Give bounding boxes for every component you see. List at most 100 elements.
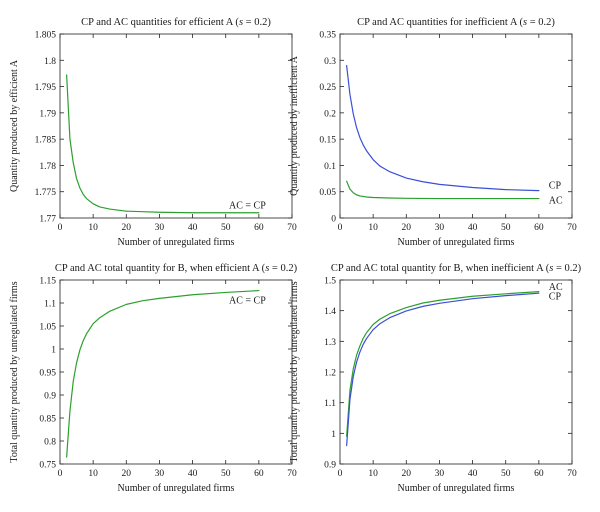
x-tick-label: 70 (287, 223, 297, 233)
x-tick-label: 60 (254, 469, 264, 479)
y-tick-label: 1.4 (324, 307, 336, 317)
x-axis-label: Number of unregulated firms (118, 483, 235, 494)
x-tick-label: 50 (221, 469, 231, 479)
annotation-label: AC (549, 282, 563, 293)
x-tick-label: 20 (402, 469, 412, 479)
y-tick-label: 0.75 (39, 461, 56, 471)
chart-panel-4: CP and AC total quantity for B, when ine… (289, 263, 582, 494)
y-tick-label: 0.9 (44, 392, 56, 402)
y-axis-label: Quantity produced by inefficient A (289, 55, 300, 196)
chart-title-suffix: = 0.2) (527, 17, 555, 28)
chart-title-suffix: = 0.2) (243, 17, 271, 28)
y-tick-label: 1.1 (44, 300, 56, 310)
series-line-ac (346, 291, 540, 437)
y-tick-label: 1.15 (39, 277, 56, 287)
chart-title-suffix: = 0.2) (269, 263, 297, 274)
x-tick-label: 20 (402, 223, 412, 233)
x-axis-label: Number of unregulated firms (398, 237, 515, 248)
x-tick-label: 40 (188, 223, 198, 233)
chart-title-suffix: = 0.2) (553, 263, 581, 274)
plot-frame (59, 279, 293, 465)
x-tick-label: 0 (58, 223, 63, 233)
annotation-label: AC (549, 196, 563, 207)
x-tick-label: 10 (368, 223, 378, 233)
y-tick-label: 0.3 (324, 57, 336, 67)
x-tick-label: 60 (534, 223, 544, 233)
x-axis-label: Number of unregulated firms (118, 237, 235, 248)
series-line-ac (346, 180, 540, 200)
x-tick-label: 10 (88, 223, 98, 233)
series-line-cp (346, 64, 540, 192)
series-line-cp (346, 292, 540, 447)
x-tick-label: 0 (338, 223, 343, 233)
x-axis-label: Number of unregulated firms (398, 483, 515, 494)
chart-title: CP and AC total quantity for B, when ine… (331, 263, 582, 274)
x-tick-label: 50 (221, 223, 231, 233)
y-tick-label: 1 (51, 346, 56, 356)
y-tick-label: 0.1 (324, 162, 336, 172)
x-tick-label: 50 (501, 469, 511, 479)
y-tick-label: 0 (331, 215, 336, 225)
x-tick-label: 40 (188, 469, 198, 479)
chart-title-variable: s (265, 263, 269, 274)
x-tick-label: 20 (122, 469, 132, 479)
plot-frame (59, 33, 293, 219)
y-tick-label: 0.2 (324, 109, 336, 119)
chart-title-prefix: CP and AC quantities for inefficient A ( (357, 17, 523, 28)
x-tick-label: 60 (254, 223, 264, 233)
x-tick-label: 20 (122, 223, 132, 233)
x-tick-label: 0 (338, 469, 343, 479)
chart-title-prefix: CP and AC quantities for efficient A ( (81, 17, 239, 28)
y-tick-label: 1.795 (35, 83, 57, 93)
x-tick-label: 40 (468, 223, 478, 233)
x-tick-label: 30 (155, 469, 165, 479)
x-tick-label: 50 (501, 223, 511, 233)
y-tick-label: 0.8 (44, 438, 56, 448)
y-tick-label: 1.805 (35, 31, 57, 41)
y-tick-label: 0.05 (319, 188, 336, 198)
plot-frame (339, 33, 573, 219)
y-tick-label: 1.8 (44, 57, 56, 67)
x-tick-label: 0 (58, 469, 63, 479)
chart-panel-1: CP and AC quantities for efficient A (s … (9, 17, 297, 248)
y-tick-label: 1 (331, 430, 336, 440)
x-tick-label: 10 (368, 469, 378, 479)
annotation-label: CP (549, 180, 562, 191)
x-tick-label: 30 (155, 223, 165, 233)
annotation-label: AC = CP (229, 295, 266, 306)
x-tick-label: 70 (567, 469, 577, 479)
y-axis-label: Total quantity produced by unregulated f… (289, 281, 300, 462)
y-tick-label: 0.25 (319, 83, 336, 93)
y-axis-label: Total quantity produced by unregulated f… (9, 281, 20, 462)
chart-title-variable: s (549, 263, 553, 274)
chart-title: CP and AC quantities for inefficient A (… (357, 17, 555, 28)
y-tick-label: 0.35 (319, 31, 336, 41)
chart-title: CP and AC total quantity for B, when eff… (55, 263, 298, 274)
y-axis-label: Quantity produced by efficient A (9, 59, 20, 192)
y-tick-label: 1.1 (324, 399, 336, 409)
chart-title-prefix: CP and AC total quantity for B, when ine… (331, 263, 550, 274)
x-tick-label: 30 (435, 469, 445, 479)
chart-title: CP and AC quantities for efficient A (s … (81, 17, 271, 28)
y-tick-label: 1.78 (39, 162, 56, 172)
y-tick-label: 1.2 (324, 369, 336, 379)
annotation-label: CP (549, 291, 562, 302)
chart-title-variable: s (523, 17, 527, 28)
series-line (66, 74, 260, 214)
chart-title-prefix: CP and AC total quantity for B, when eff… (55, 263, 266, 274)
plot-frame (339, 279, 573, 465)
chart-panel-2: CP and AC quantities for inefficient A (… (289, 17, 577, 248)
y-tick-label: 0.9 (324, 461, 336, 471)
y-tick-label: 1.05 (39, 323, 56, 333)
y-tick-label: 1.5 (324, 277, 336, 287)
y-tick-label: 1.79 (39, 109, 56, 119)
y-tick-label: 0.85 (39, 415, 56, 425)
x-tick-label: 10 (88, 469, 98, 479)
y-tick-label: 1.77 (39, 215, 56, 225)
y-tick-label: 1.785 (35, 136, 57, 146)
chart-title-variable: s (239, 17, 243, 28)
annotation-label: AC = CP (229, 200, 266, 211)
y-tick-label: 1.775 (35, 188, 57, 198)
y-tick-label: 0.15 (319, 136, 336, 146)
